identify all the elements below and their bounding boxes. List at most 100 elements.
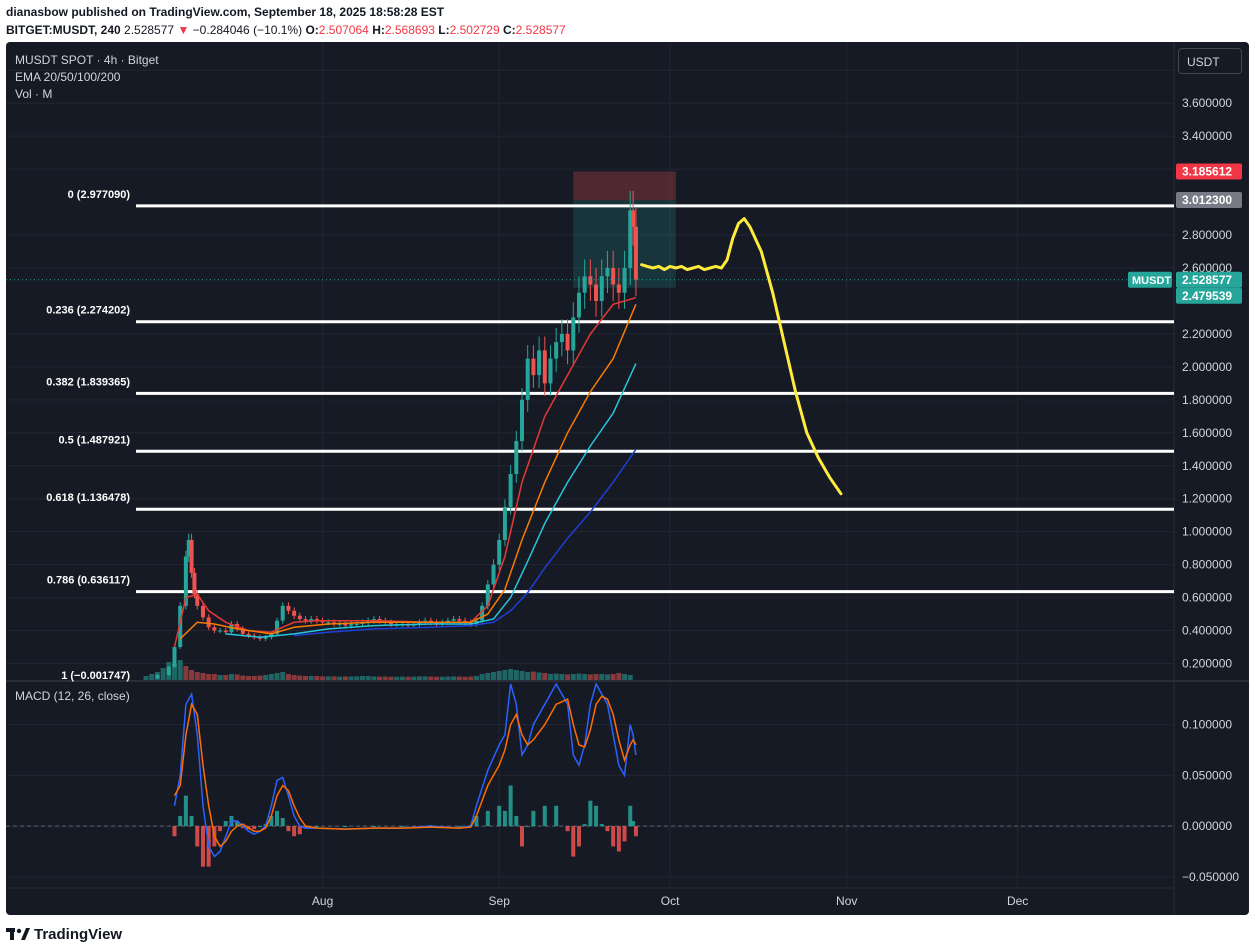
volume-bar (257, 675, 263, 680)
time-tick-label: Dec (1007, 894, 1028, 908)
currency-unit-button[interactable]: USDT (1178, 48, 1242, 74)
price-tick-label: 1.000000 (1182, 525, 1232, 539)
fib-label: 0.618 (1.136478) (46, 492, 130, 504)
volume-bar (576, 673, 582, 680)
macd-histogram-bar (520, 826, 524, 847)
price-tick-label: 0.800000 (1182, 558, 1232, 572)
volume-bar (337, 676, 343, 680)
candle-body (417, 622, 422, 624)
macd-histogram-bar (531, 810, 536, 827)
candle-body (628, 210, 633, 268)
candle-body (616, 284, 621, 293)
change-arrow-icon: ▼ (177, 23, 190, 37)
candle-body (186, 539, 191, 557)
ema-line (294, 448, 637, 637)
macd-histogram-bar (275, 810, 280, 827)
price-tick-label: 2.000000 (1182, 360, 1232, 374)
volume-bar (314, 676, 320, 680)
chart-canvas[interactable]: 3.8000003.6000003.4000003.2000002.800000… (6, 42, 1249, 915)
fib-label: 0.382 (1.839365) (46, 376, 130, 388)
candle-body (200, 605, 205, 618)
volume-bar (274, 673, 280, 680)
macd-histogram-bar (218, 826, 223, 832)
price-tick-label: 3.400000 (1182, 129, 1232, 143)
volume-legend[interactable]: Vol · M (15, 87, 53, 101)
candle-body (354, 623, 359, 625)
price-label-bg (1176, 287, 1242, 304)
candle-body (594, 284, 599, 301)
fib-label: 1 (−0.001747) (61, 670, 130, 682)
candle-body (576, 292, 581, 318)
volume-bar (223, 675, 229, 680)
volume-bar (149, 674, 155, 680)
chart-frame[interactable]: 3.8000003.6000003.4000003.2000002.800000… (6, 42, 1249, 915)
volume-bar (399, 676, 405, 680)
ema-legend[interactable]: EMA 20/50/100/200 (15, 70, 121, 84)
low-label: L: (438, 23, 450, 37)
volume-bar (325, 676, 331, 680)
candle-body (166, 666, 171, 676)
volume-bar (263, 675, 269, 680)
fib-label: 0.236 (2.274202) (46, 305, 130, 317)
volume-bar (411, 676, 417, 680)
candle-body (371, 619, 376, 621)
volume-bar (246, 676, 252, 680)
price-tick-label: 2.800000 (1182, 228, 1232, 242)
macd-histogram-bar (588, 800, 593, 827)
macd-histogram-bar (343, 826, 348, 828)
price-label: 3.185612 (1182, 164, 1232, 178)
fib-label: 0.786 (0.636117) (47, 575, 131, 587)
volume-bar (491, 672, 497, 680)
time-tick-label: Aug (312, 894, 333, 908)
macd-histogram-bar (594, 805, 599, 827)
candle-body (582, 276, 587, 293)
candle-body (320, 620, 325, 623)
time-tick-label: Nov (836, 894, 857, 908)
volume-bar (627, 675, 633, 680)
candle-body (622, 268, 627, 293)
volume-bar (194, 672, 200, 680)
candle-body (537, 350, 542, 376)
volume-bar (143, 676, 149, 680)
candle-body (485, 584, 490, 606)
candle-body (195, 594, 200, 606)
volume-bar (485, 673, 491, 680)
macd-histogram-bar (554, 805, 559, 827)
macd-histogram-bar (508, 785, 513, 827)
publish-header: dianasbow published on TradingView.com, … (6, 3, 1246, 39)
close-label: C: (503, 23, 516, 37)
volume-bar (280, 672, 286, 680)
macd-histogram-bar (542, 805, 547, 827)
candle-body (309, 619, 314, 621)
candle-body (280, 605, 285, 621)
footer-brand: TradingView (34, 925, 123, 943)
macd-tick-label: 0.000000 (1182, 819, 1232, 833)
volume-bar (189, 670, 195, 680)
candle-body (631, 210, 636, 227)
macd-histogram-bar (633, 826, 638, 837)
volume-bar (508, 669, 514, 680)
macd-legend[interactable]: MACD (12, 26, close) (15, 689, 130, 703)
volume-bar (593, 674, 599, 680)
volume-bar (240, 675, 246, 680)
macd-histogram-bar (292, 826, 297, 837)
candle-body (388, 622, 393, 624)
volume-bar (206, 674, 212, 680)
volume-bar (519, 671, 525, 680)
price-tick-label: 0.400000 (1182, 624, 1232, 638)
open-label: O: (305, 23, 319, 37)
volume-bar (434, 676, 440, 680)
symbol-legend[interactable]: MUSDT SPOT · 4h · Bitget (15, 53, 159, 67)
volume-bar (177, 660, 183, 680)
close-value: 2.528577 (515, 23, 566, 37)
candle-body (206, 617, 211, 628)
stop-loss-zone (573, 171, 676, 201)
ema-line (225, 363, 637, 638)
macd-histogram-bar (235, 821, 240, 827)
price-tick-label: 1.800000 (1182, 393, 1232, 407)
candle-body (337, 623, 342, 625)
projection-path (640, 217, 843, 496)
macd-histogram-bar (631, 821, 636, 827)
macd-histogram-bar (628, 805, 633, 827)
macd-histogram-bar (502, 810, 507, 827)
